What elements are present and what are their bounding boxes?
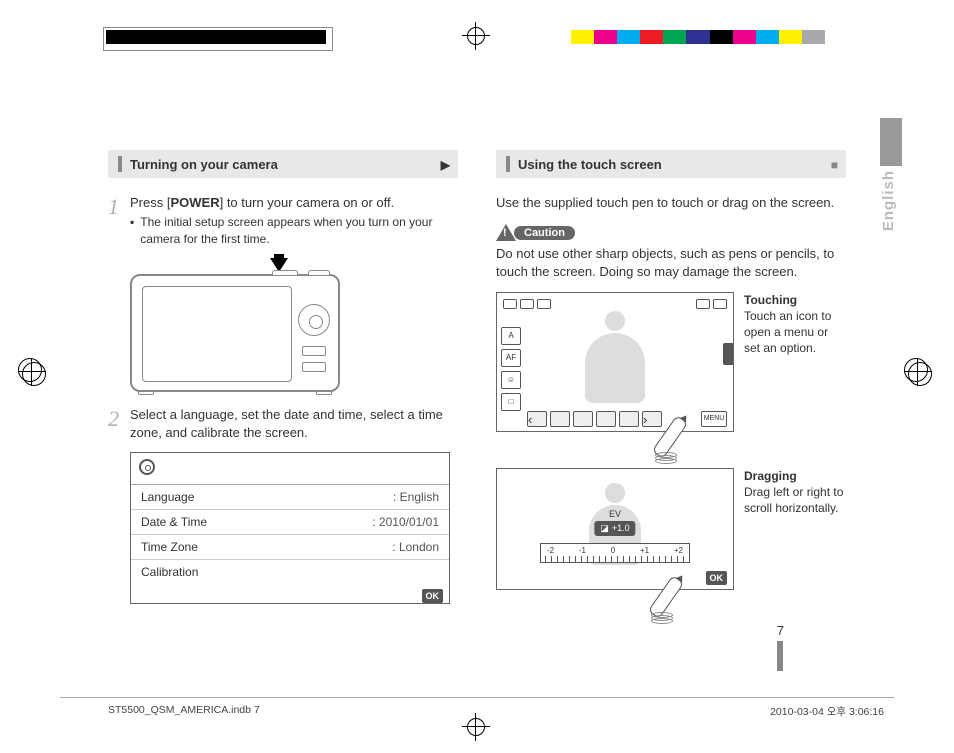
reg-circle-bottom <box>467 718 485 736</box>
ui-left-icons: A AF ☺ □ <box>501 327 521 411</box>
footer-file: ST5500_QSM_AMERICA.indb 7 <box>108 704 260 719</box>
language-tab: English <box>880 118 902 231</box>
step1-bullet: ▪ The initial setup screen appears when … <box>130 214 458 248</box>
menu-key: Time Zone <box>141 540 392 554</box>
page-number-value: 7 <box>777 623 784 638</box>
menu-value: : English <box>393 490 439 504</box>
dragging-row: EV ◪ +1.0 -2-10+1+2 OK <box>496 468 846 590</box>
content: Turning on your camera ▶ 1 Press [POWER]… <box>108 150 846 604</box>
menu-value: : London <box>392 540 439 554</box>
menu-row[interactable]: Language: English <box>131 485 449 510</box>
menu-value: : 2010/01/01 <box>372 515 439 529</box>
reg-left <box>18 358 50 390</box>
ui-side-icon[interactable]: A <box>501 327 521 345</box>
step1-a: Press [ <box>130 195 170 210</box>
page-number-bar <box>777 641 783 671</box>
ok-button-2[interactable]: OK <box>706 571 728 585</box>
gear-icon <box>139 459 155 475</box>
settings-menu: Language: EnglishDate & Time: 2010/01/01… <box>130 452 450 604</box>
touching-desc: Touching Touch an icon to open a menu or… <box>744 292 846 432</box>
touching-heading: Touching <box>744 292 846 308</box>
caution-label: Caution <box>514 226 575 240</box>
ui-side-icon[interactable]: ☺ <box>501 371 521 389</box>
dragging-figure: EV ◪ +1.0 -2-10+1+2 OK <box>496 468 734 590</box>
footer-timestamp: 2010-03-04 오후 3:06:16 <box>770 704 884 719</box>
caution-text: Do not use other sharp objects, such as … <box>496 245 846 281</box>
step1-b: ] to turn your camera on or off. <box>220 195 395 210</box>
ui-top-icons <box>503 299 727 309</box>
ui-right-tab <box>723 343 733 365</box>
page: English Turning on your camera ▶ 1 Press… <box>0 0 954 753</box>
caution-badge: Caution <box>496 224 575 241</box>
heading-right-text: Using the touch screen <box>518 157 662 172</box>
menu-button[interactable]: MENU <box>701 411 727 427</box>
touching-row: AAF☺□ ‹ › MENU Touching Touch an <box>496 292 846 432</box>
step2-text: Select a language, set the date and time… <box>130 407 443 440</box>
page-number: 7 <box>777 623 784 671</box>
menu-row[interactable]: Date & Time: 2010/01/01 <box>131 510 449 535</box>
step-num-2: 2 <box>108 406 130 442</box>
camera-figure <box>130 258 458 392</box>
play-icon: ▶ <box>441 158 450 172</box>
ui-side-icon[interactable]: AF <box>501 349 521 367</box>
camera-drawing <box>130 274 340 392</box>
tab-block <box>880 118 902 166</box>
stylus-icon <box>645 411 695 461</box>
ev-label: EV <box>609 509 621 519</box>
ev-ruler[interactable]: -2-10+1+2 <box>540 543 690 563</box>
intro-text: Use the supplied touch pen to touch or d… <box>496 194 846 212</box>
dragging-text: Drag left or right to scroll horizontall… <box>744 485 843 515</box>
registration-top <box>0 22 954 54</box>
step1-bullet-text: The initial setup screen appears when yo… <box>140 214 458 248</box>
menu-row[interactable]: Time Zone: London <box>131 535 449 560</box>
ev-value-chip: ◪ +1.0 <box>594 521 635 536</box>
gear-row <box>131 453 449 485</box>
heading-left: Turning on your camera ▶ <box>108 150 458 178</box>
col-right: Using the touch screen ■ Use the supplie… <box>496 150 846 604</box>
stylus-icon-2 <box>641 571 691 621</box>
touching-text: Touch an icon to open a menu or set an o… <box>744 309 831 355</box>
ok-button[interactable]: OK <box>422 589 444 603</box>
power-label: POWER <box>170 195 219 210</box>
touching-figure: A AF ☺ □ ‹ › MENU <box>496 292 734 432</box>
heading-left-text: Turning on your camera <box>130 157 278 172</box>
step-2: 2 Select a language, set the date and ti… <box>108 406 458 442</box>
menu-row[interactable]: Calibration <box>131 560 449 584</box>
stop-icon: ■ <box>831 158 838 172</box>
warning-icon <box>496 224 516 241</box>
footer-line <box>60 697 894 698</box>
ui-side-icon[interactable]: □ <box>501 393 521 411</box>
person-silhouette <box>580 311 650 419</box>
menu-key: Date & Time <box>141 515 372 529</box>
heading-right: Using the touch screen ■ <box>496 150 846 178</box>
ev-value: +1.0 <box>612 523 630 533</box>
footer: ST5500_QSM_AMERICA.indb 7 2010-03-04 오후 … <box>108 704 884 719</box>
col-left: Turning on your camera ▶ 1 Press [POWER]… <box>108 150 458 604</box>
menu-key: Calibration <box>141 565 439 579</box>
tab-label: English <box>880 170 897 231</box>
reg-circle <box>467 27 485 45</box>
black-bar <box>106 30 326 44</box>
step-num-1: 1 <box>108 194 130 248</box>
menu-key: Language <box>141 490 393 504</box>
ev-icon: ◪ <box>600 523 609 534</box>
step-1: 1 Press [POWER] to turn your camera on o… <box>108 194 458 248</box>
step-1-body: Press [POWER] to turn your camera on or … <box>130 194 458 248</box>
dragging-heading: Dragging <box>744 468 846 484</box>
nav-prev-icon[interactable]: ‹ <box>527 411 547 427</box>
reg-right <box>904 358 936 390</box>
ui-bottom-icons: ‹ › MENU <box>527 411 727 427</box>
dragging-desc: Dragging Drag left or right to scroll ho… <box>744 468 846 590</box>
step-2-body: Select a language, set the date and time… <box>130 406 458 442</box>
color-bar <box>548 30 848 44</box>
